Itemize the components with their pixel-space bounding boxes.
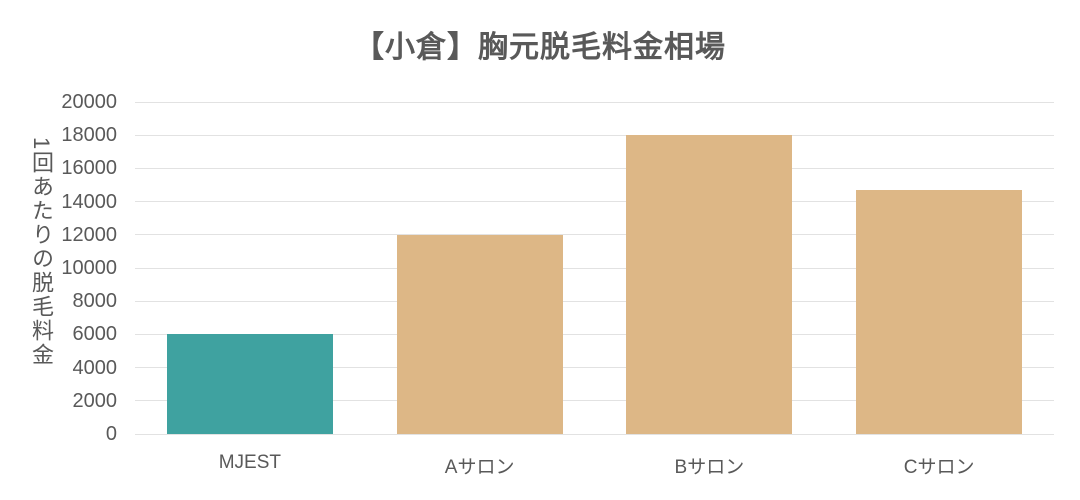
x-tick-label-Aサロン: Aサロン bbox=[444, 457, 515, 478]
chart-title: 【小倉】胸元脱毛料金相場 bbox=[354, 31, 726, 64]
gridline-18000 bbox=[135, 134, 1054, 136]
gridline-4000 bbox=[135, 367, 1054, 369]
gridline-6000 bbox=[135, 333, 1054, 335]
gridline-0 bbox=[135, 433, 1054, 435]
y-tick-label-8000: 8000 bbox=[72, 290, 118, 313]
bar-Aサロン bbox=[396, 234, 563, 434]
gridline-2000 bbox=[135, 400, 1054, 402]
gridline-14000 bbox=[135, 201, 1054, 203]
bar-MJEST bbox=[166, 334, 333, 434]
gridline-20000 bbox=[135, 101, 1054, 103]
y-tick-label-20000: 20000 bbox=[61, 91, 117, 113]
y-tick-label-2000: 2000 bbox=[72, 389, 118, 412]
gridline-16000 bbox=[135, 167, 1054, 169]
plot-area bbox=[135, 101, 1054, 435]
y-tick-label-10000: 10000 bbox=[61, 257, 117, 279]
x-tick-label-Cサロン: Cサロン bbox=[903, 457, 975, 478]
gridline-8000 bbox=[135, 300, 1054, 302]
y-axis-label: 1回あたりの脱毛料金 bbox=[29, 137, 54, 368]
gridline-10000 bbox=[135, 267, 1054, 269]
y-tick-label-14000: 14000 bbox=[61, 190, 117, 213]
y-tick-label-12000: 12000 bbox=[61, 223, 117, 246]
bar-Bサロン bbox=[626, 135, 793, 434]
y-tick-label-18000: 18000 bbox=[61, 124, 117, 147]
y-tick-label-6000: 6000 bbox=[72, 323, 118, 346]
bar-Cサロン bbox=[856, 189, 1023, 434]
y-tick-label-0: 0 bbox=[105, 423, 117, 445]
x-tick-label-Bサロン: Bサロン bbox=[674, 457, 745, 478]
y-tick-label-4000: 4000 bbox=[72, 356, 118, 379]
y-tick-label-16000: 16000 bbox=[61, 157, 117, 180]
gridline-12000 bbox=[135, 234, 1054, 236]
x-tick-label-MJEST: MJEST bbox=[218, 452, 282, 473]
